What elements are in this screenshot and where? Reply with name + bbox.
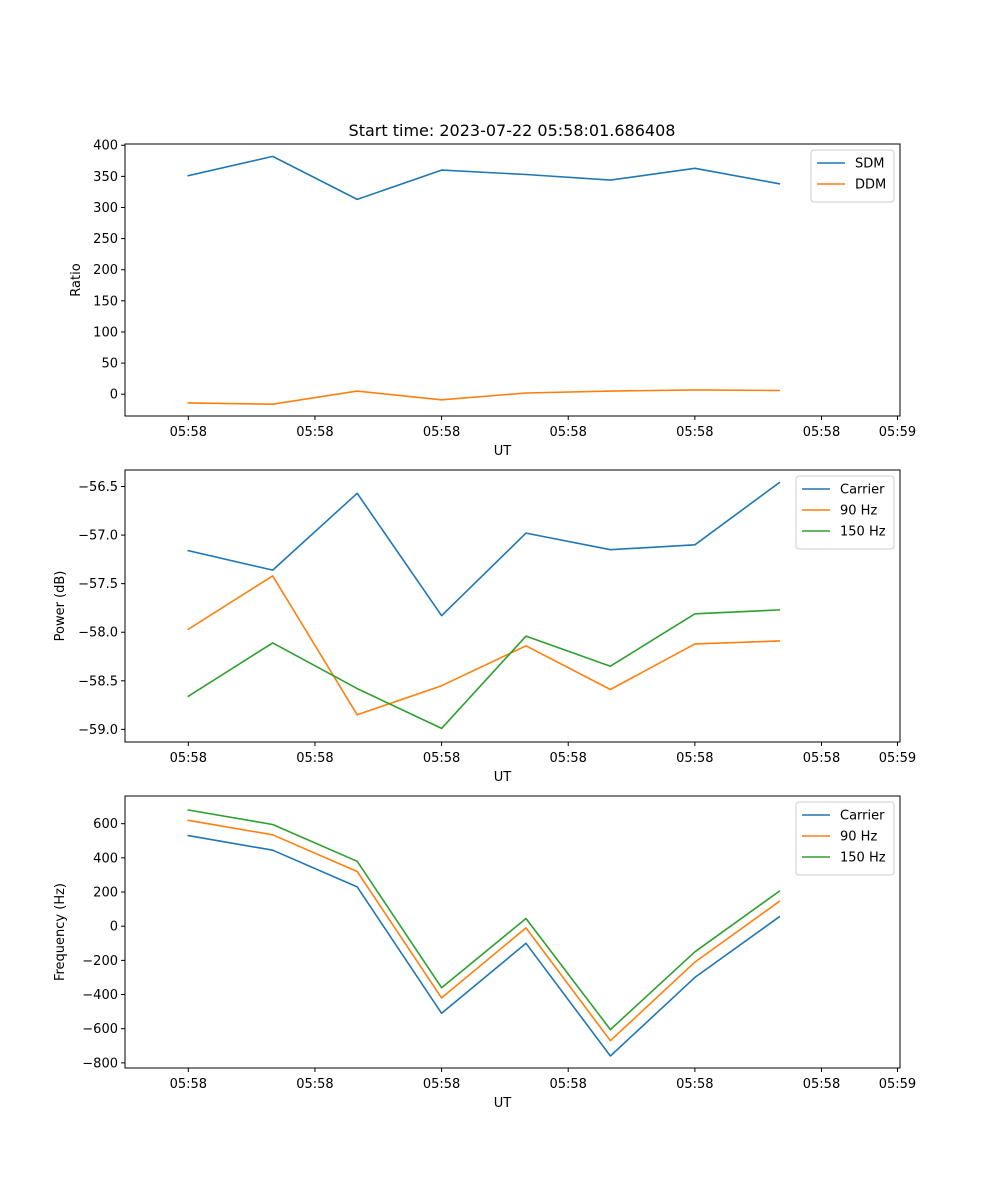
y-axis-label: Power (dB) [53, 571, 68, 642]
x-tick-label: 05:58 [803, 1077, 840, 1092]
legend: Carrier 90 Hz 150 Hz [795, 801, 895, 876]
y-tick-label: 0 [110, 920, 118, 935]
series-line-90-hz [187, 575, 781, 716]
x-tick-label: 05:59 [879, 751, 916, 766]
legend-entry: SDM [855, 157, 884, 172]
x-tick-label: 05:58 [170, 751, 207, 766]
x-axis-label: UT [494, 770, 512, 785]
y-tick-label: 250 [93, 232, 118, 247]
legend: Carrier 90 Hz 150 Hz [795, 475, 895, 550]
y-tick-label: −600 [82, 1022, 118, 1037]
series-line-150-hz [187, 609, 781, 730]
series-line-90-hz [187, 819, 781, 1042]
y-tick-label: 150 [93, 294, 118, 309]
x-tick-label: 05:58 [170, 425, 207, 440]
x-tick-label: 05:59 [879, 425, 916, 440]
y-tick-label: −58.0 [78, 626, 118, 641]
y-tick-label: 400 [93, 851, 118, 866]
y-tick-label: −57.5 [78, 577, 118, 592]
chart-panel-1: 0 50 100 150 200 250 300 350 400 05:58 05:58 05:58 0… [69, 139, 916, 459]
chart-panel-2: −59.0 −58.5 −58.0 −57.5 −57.0 −56.5 05:58 05:58… [53, 469, 916, 785]
y-tick-label: −58.5 [78, 674, 118, 689]
x-axis-label: UT [494, 1096, 512, 1111]
axes-frame [124, 795, 901, 1069]
legend-entry: Carrier [840, 809, 885, 824]
series-line-150-hz [187, 809, 781, 1031]
y-tick-label: −57.0 [78, 529, 118, 544]
legend: SDM DDM [810, 149, 895, 203]
x-tick-label: 05:58 [296, 751, 333, 766]
y-tick-label: 300 [93, 201, 118, 216]
axes-frame [124, 143, 901, 417]
y-tick-label: 350 [93, 170, 118, 185]
y-tick-label: −200 [82, 954, 118, 969]
x-tick-label: 05:58 [296, 1077, 333, 1092]
chart-panel-3: −800 −600 −400 −200 0 200 400 600 05:58 05:58 05:5… [53, 795, 916, 1111]
x-tick-label: 05:58 [676, 751, 713, 766]
x-tick-label: 05:58 [170, 1077, 207, 1092]
series-line-carrier [187, 834, 781, 1057]
x-tick-label: 05:58 [803, 425, 840, 440]
x-tick-label: 05:59 [879, 1077, 916, 1092]
y-tick-label: −59.0 [78, 723, 118, 738]
y-tick-label: 50 [101, 357, 118, 372]
y-tick-label: −800 [82, 1056, 118, 1071]
y-axis-label: Ratio [69, 263, 84, 296]
legend-entry: 90 Hz [840, 504, 877, 519]
legend-entry: DDM [855, 178, 886, 193]
y-tick-label: 200 [93, 263, 118, 278]
x-tick-label: 05:58 [549, 1077, 586, 1092]
x-tick-label: 05:58 [676, 1077, 713, 1092]
y-tick-label: 0 [110, 388, 118, 403]
y-tick-label: 100 [93, 325, 118, 340]
axes-frame [124, 469, 901, 743]
x-tick-label: 05:58 [676, 425, 713, 440]
legend-entry: 150 Hz [840, 851, 886, 866]
x-tick-label: 05:58 [296, 425, 333, 440]
series-line-sdm [187, 155, 781, 201]
y-tick-label: −400 [82, 988, 118, 1003]
x-tick-label: 05:58 [549, 425, 586, 440]
legend-entry: 150 Hz [840, 525, 886, 540]
x-tick-label: 05:58 [803, 751, 840, 766]
series-line-carrier [187, 481, 781, 617]
figure-title: Start time: 2023-07-22 05:58:01.686408 [349, 121, 676, 140]
x-tick-label: 05:58 [423, 425, 460, 440]
y-tick-label: 400 [93, 139, 118, 154]
legend-entry: Carrier [840, 483, 885, 498]
y-tick-label: 200 [93, 886, 118, 901]
y-axis-label: Frequency (Hz) [53, 883, 68, 981]
series-line-ddm [187, 389, 781, 406]
legend-entry: 90 Hz [840, 830, 877, 845]
y-tick-label: −56.5 [78, 480, 118, 495]
x-tick-label: 05:58 [549, 751, 586, 766]
x-tick-label: 05:58 [423, 751, 460, 766]
x-axis-label: UT [494, 444, 512, 459]
y-tick-label: 600 [93, 817, 118, 832]
x-tick-label: 05:58 [423, 1077, 460, 1092]
